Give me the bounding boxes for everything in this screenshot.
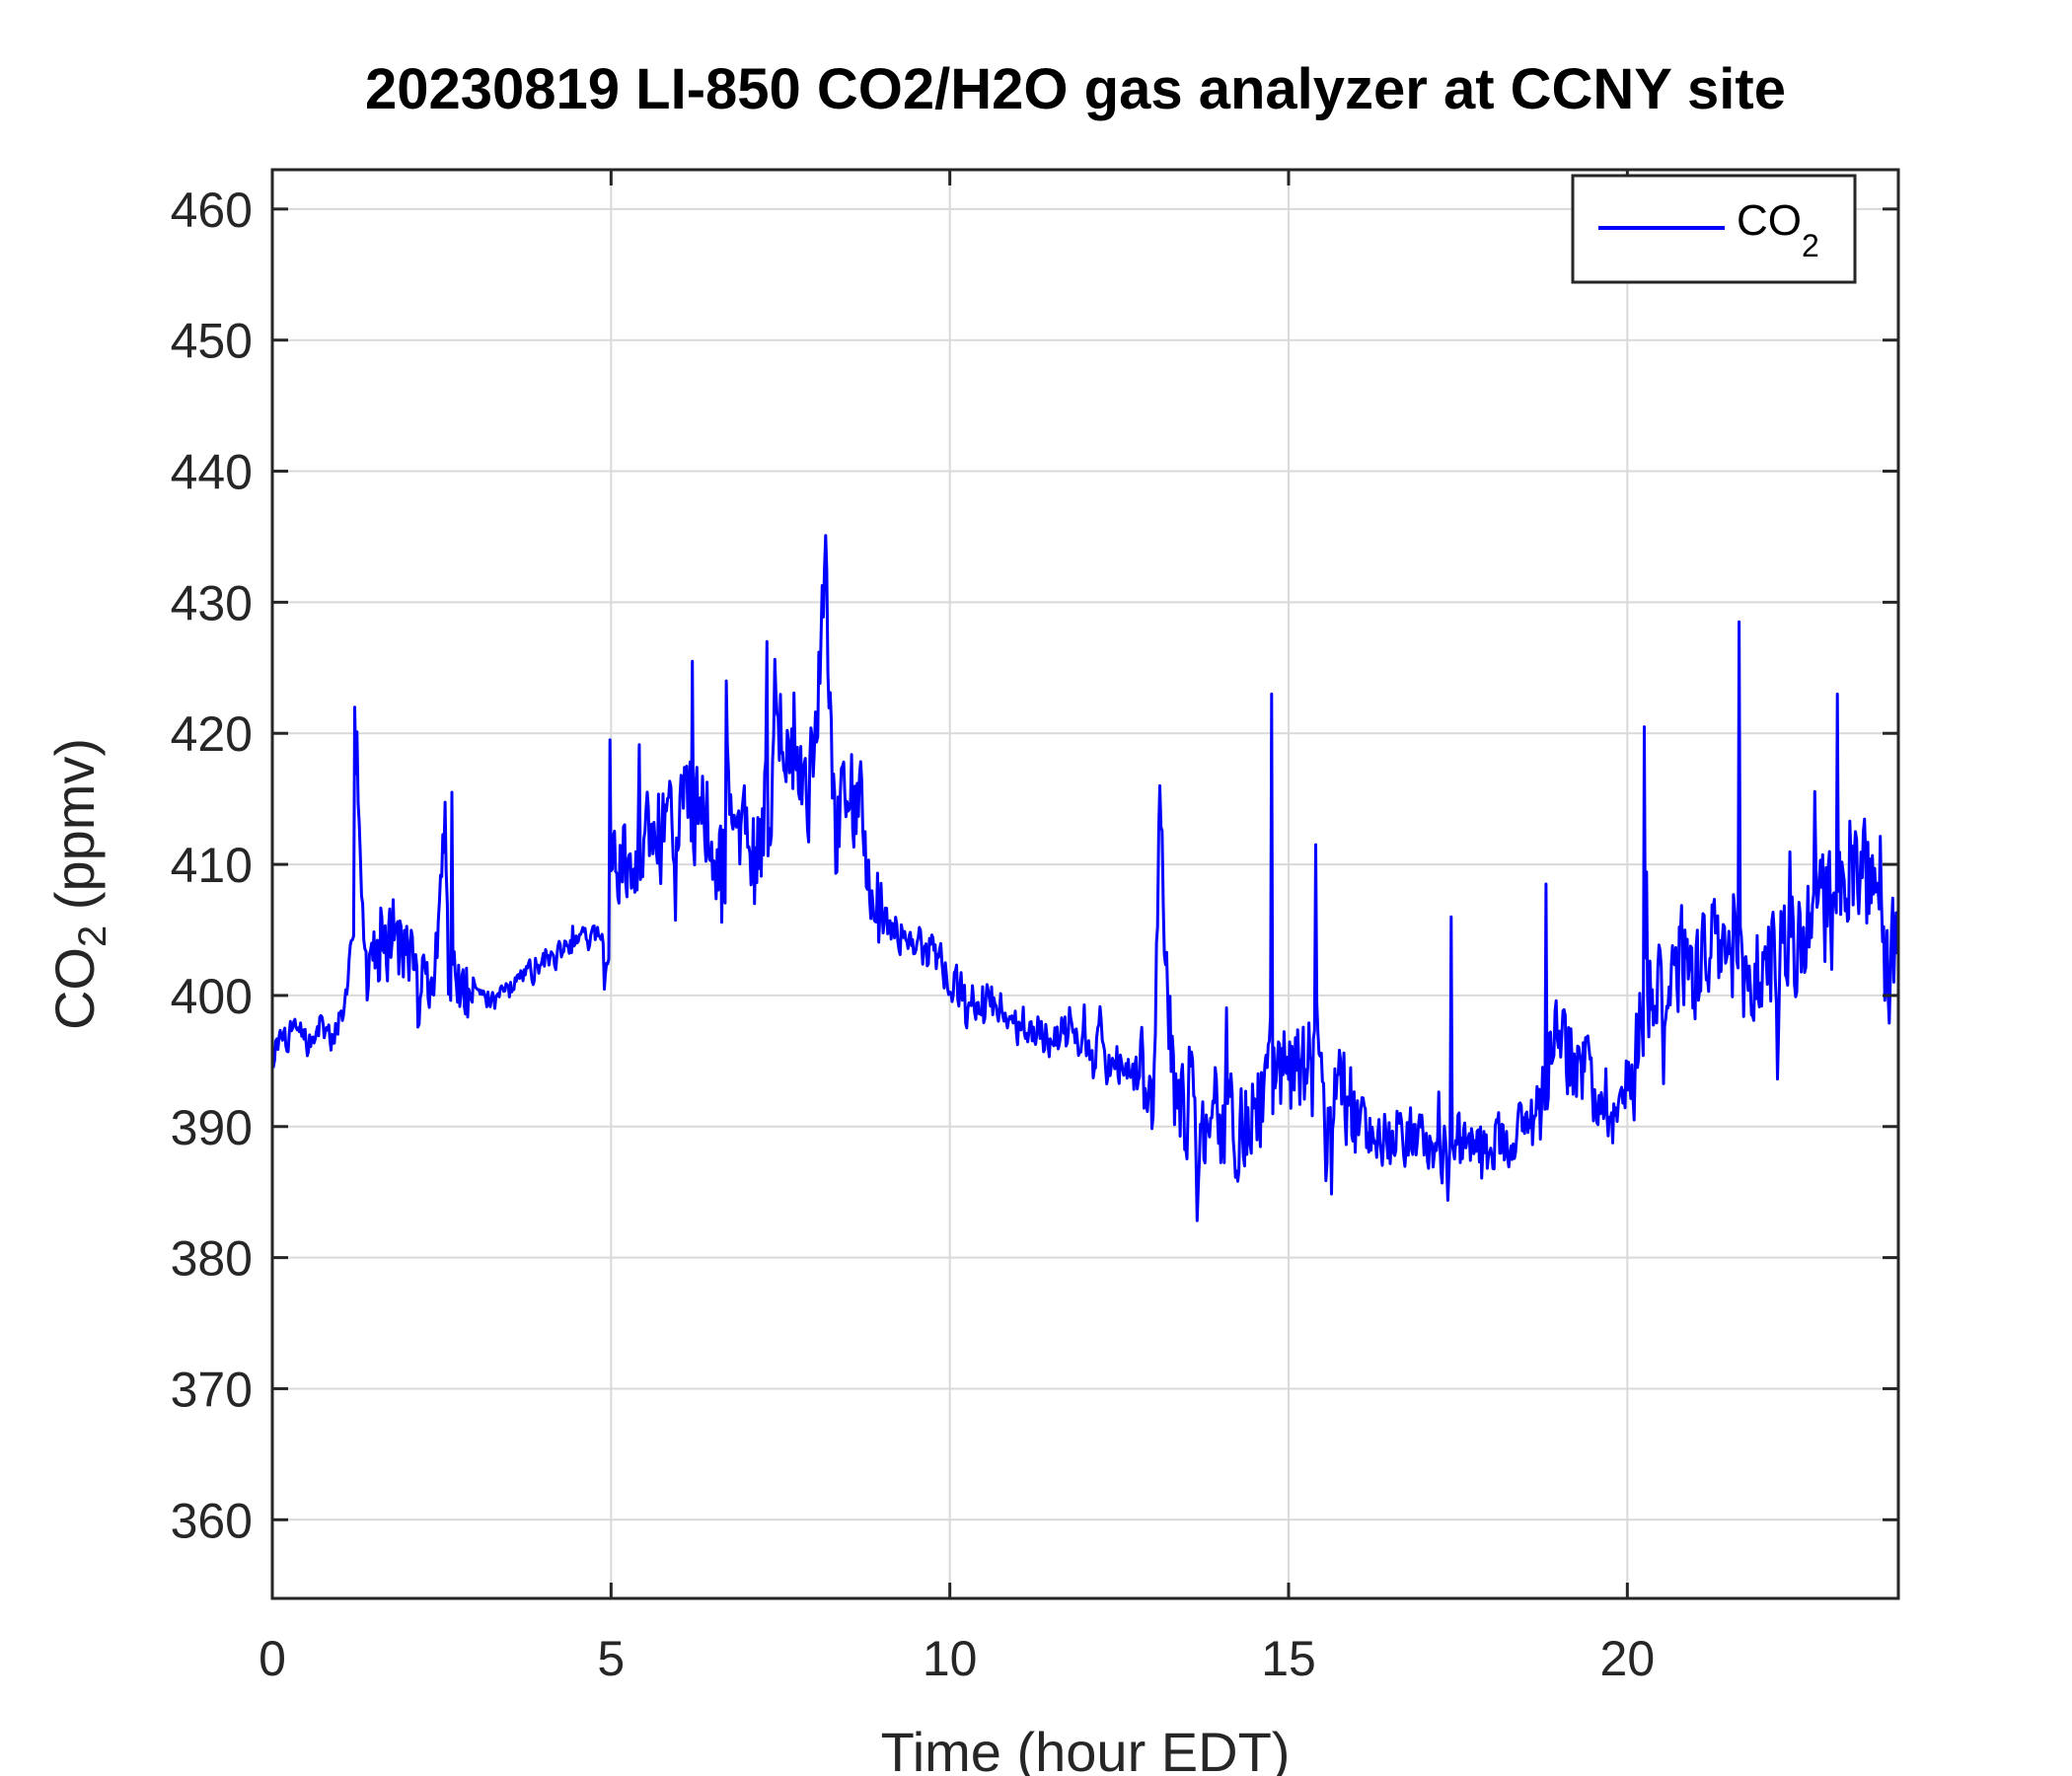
x-tick-labels: 0 5 10 15 20	[259, 1631, 1655, 1686]
grid-lines	[272, 170, 1898, 1598]
legend-label-main: CO	[1737, 196, 1802, 245]
y-tick-label: 390	[171, 1100, 253, 1155]
y-tick-label: 450	[171, 314, 253, 369]
y-tick-label: 410	[171, 838, 253, 893]
x-axis-label: Time (hour EDT)	[881, 1721, 1291, 1776]
y-tick-label: 430	[171, 575, 253, 630]
y-axis-label-suffix: (ppmv)	[43, 738, 106, 925]
legend: CO2	[1571, 174, 1857, 284]
y-tick-label: 440	[171, 445, 253, 500]
legend-label-sub: 2	[1802, 228, 1819, 263]
y-tick-label: 360	[171, 1493, 253, 1548]
y-tick-label: 460	[171, 183, 253, 238]
plot-frame	[270, 168, 1900, 1600]
chart-title: 20230819 LI-850 CO2/H2O gas analyzer at …	[365, 57, 1786, 121]
y-tick-labels: 360 370 380 390 400 410 420 430 440 450 460	[171, 183, 253, 1548]
y-axis-label-main: CO	[43, 947, 106, 1030]
y-tick-label: 370	[171, 1362, 253, 1417]
series-layer	[270, 534, 1900, 1222]
x-tick-label: 10	[923, 1631, 978, 1686]
x-tick-label: 20	[1600, 1631, 1656, 1686]
y-axis-label: CO2 (ppmv)	[43, 738, 114, 1030]
y-tick-label: 380	[171, 1231, 253, 1287]
x-tick-label: 15	[1261, 1631, 1316, 1686]
series-line-co2	[270, 534, 1900, 1222]
x-tick-label: 5	[597, 1631, 625, 1686]
y-axis-label-sub: 2	[71, 925, 114, 947]
legend-label-co2: CO2	[1737, 196, 1819, 263]
x-tick-label: 0	[259, 1631, 286, 1686]
y-tick-label: 400	[171, 969, 253, 1024]
tick-layer	[270, 170, 1898, 1598]
y-tick-label: 420	[171, 706, 253, 762]
